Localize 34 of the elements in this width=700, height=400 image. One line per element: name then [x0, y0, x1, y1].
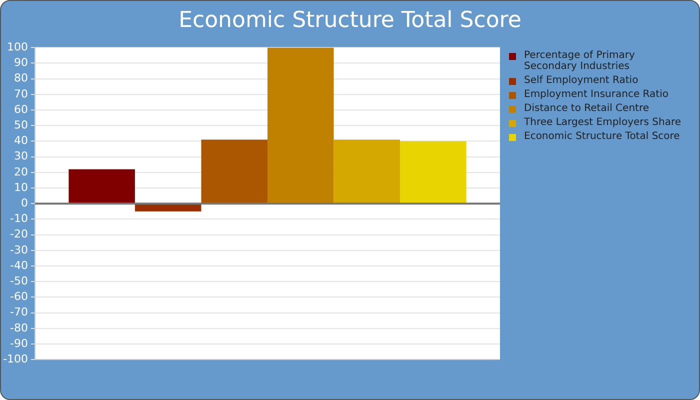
- y-tick-label: -20: [10, 228, 28, 241]
- legend-label: Economic Structure Total Score: [524, 131, 680, 142]
- legend-label: Percentage of Primary Secondary Industries: [524, 50, 636, 72]
- bar: [334, 140, 400, 204]
- y-tick-label: -40: [10, 258, 28, 272]
- y-tick-label: 0: [20, 196, 28, 210]
- bar: [134, 204, 202, 212]
- y-tick-label: 70: [14, 87, 28, 100]
- bar: [201, 140, 268, 204]
- y-tick-label: -10: [10, 212, 28, 226]
- bar: [68, 169, 135, 204]
- legend-label: Self Employment Ratio: [524, 75, 638, 86]
- legend-label: Distance to Retail Centre: [524, 103, 649, 114]
- y-tick-label: 40: [14, 134, 28, 148]
- y-tick-label: -80: [10, 321, 28, 334]
- y-tick-label: -90: [10, 336, 28, 350]
- bar: [267, 48, 334, 204]
- legend-label: Three Largest Employers Share: [524, 117, 681, 128]
- y-tick-label: 10: [14, 180, 28, 194]
- y-tick-label: 20: [14, 165, 28, 178]
- y-tick-label: -100: [2, 352, 28, 366]
- y-tick-label: 60: [14, 102, 28, 116]
- legend-label: Employment Insurance Ratio: [524, 89, 668, 100]
- y-tick-label: 30: [14, 150, 28, 163]
- chart-title: Economic Structure Total Score: [178, 8, 522, 33]
- y-tick-label: 100: [6, 40, 28, 54]
- y-tick-label: 90: [14, 56, 28, 70]
- y-tick-label: 80: [14, 72, 28, 85]
- y-tick-label: -70: [10, 306, 28, 319]
- y-tick-label: -60: [10, 290, 28, 304]
- y-tick-label: 50: [14, 118, 28, 132]
- y-tick-label: -50: [10, 274, 28, 288]
- y-tick-label: -30: [10, 243, 28, 256]
- bar: [400, 141, 466, 204]
